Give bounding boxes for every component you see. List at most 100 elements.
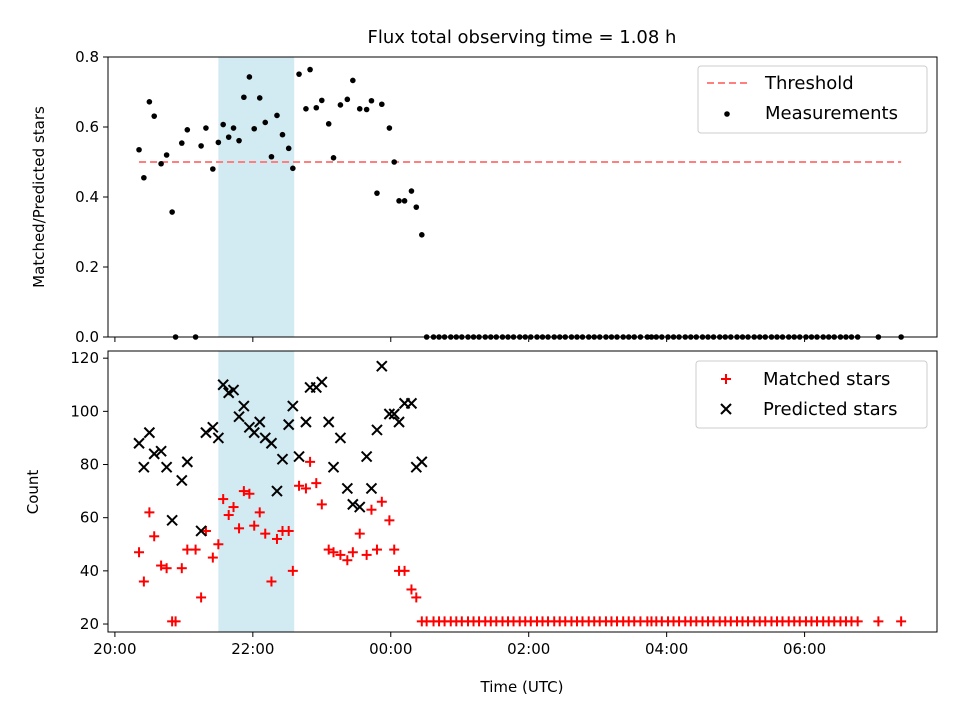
measurement-point bbox=[141, 174, 147, 181]
matched-star-point bbox=[384, 515, 395, 526]
predicted-star-point bbox=[160, 461, 173, 473]
matched-star-point bbox=[311, 478, 322, 489]
measurement-point bbox=[163, 152, 170, 158]
bottom-x-tick-label: 04:00 bbox=[645, 640, 688, 658]
matched-star-point bbox=[144, 507, 155, 518]
predicted-star-point bbox=[143, 426, 156, 439]
predicted-star-point bbox=[176, 474, 188, 487]
matched-star-point bbox=[283, 525, 294, 536]
bottom-shaded-span bbox=[218, 351, 295, 632]
measurement-point bbox=[151, 113, 158, 119]
measurement-point bbox=[313, 104, 320, 111]
predicted-star-point bbox=[360, 450, 373, 463]
matched-star-point bbox=[852, 616, 863, 627]
bottom-x-tick-label: 02:00 bbox=[507, 640, 550, 658]
matched-star-point bbox=[896, 616, 907, 627]
measurement-point bbox=[337, 102, 344, 108]
matched-star-point bbox=[873, 616, 884, 627]
measurement-point bbox=[401, 198, 408, 204]
matched-star-point bbox=[389, 544, 400, 555]
matched-star-point bbox=[411, 592, 422, 603]
measurement-point bbox=[198, 143, 204, 149]
bottom-x-tick-label: 06:00 bbox=[783, 640, 826, 658]
predicted-star-point bbox=[347, 498, 359, 511]
predicted-star-point bbox=[138, 461, 150, 473]
measurement-point bbox=[325, 121, 332, 127]
bottom-y-tick-label: 120 bbox=[70, 349, 99, 367]
predicted-star-point bbox=[248, 426, 260, 439]
predicted-star-point bbox=[271, 485, 283, 497]
measurement-point bbox=[256, 95, 263, 101]
measurement-point bbox=[413, 204, 420, 210]
matched-star-point bbox=[213, 539, 224, 550]
predicted-star-point bbox=[300, 416, 312, 428]
matched-star-point bbox=[371, 544, 382, 555]
measurement-point bbox=[419, 232, 425, 238]
measurement-point bbox=[236, 137, 242, 144]
x-axis-label: Time (UTC) bbox=[480, 678, 564, 696]
predicted-star-point bbox=[254, 416, 266, 428]
bottom-y-tick-label: 100 bbox=[70, 402, 99, 420]
predicted-star-point bbox=[155, 445, 167, 457]
predicted-star-point bbox=[238, 400, 250, 412]
predicted-star-point bbox=[287, 400, 299, 412]
bottom-y-tick-label: 40 bbox=[80, 562, 99, 580]
predicted-star-point bbox=[334, 432, 347, 444]
bottom-y-tick-label: 20 bbox=[80, 615, 99, 633]
bottom-x-tick-label: 00:00 bbox=[369, 640, 412, 658]
matched-star-point bbox=[366, 504, 377, 515]
matched-star-point bbox=[218, 494, 229, 505]
measurement-point bbox=[344, 96, 351, 103]
measurement-point bbox=[296, 71, 302, 77]
measurement-point bbox=[203, 125, 209, 131]
measurement-point bbox=[379, 101, 385, 108]
matched-star-point bbox=[266, 576, 277, 587]
top-axes-frame bbox=[107, 56, 938, 338]
matched-star-point bbox=[376, 496, 387, 507]
top-y-tick-label: 0.0 bbox=[75, 328, 99, 346]
measurement-point bbox=[303, 106, 309, 112]
measurement-point bbox=[279, 131, 286, 138]
measurement-point bbox=[307, 66, 313, 73]
matched-star-point bbox=[228, 502, 239, 513]
measurement-point bbox=[246, 74, 253, 80]
measurement-point bbox=[215, 139, 222, 146]
measurement-point bbox=[225, 134, 232, 140]
measurement-point bbox=[169, 209, 175, 215]
predicted-star-point bbox=[416, 456, 428, 468]
measurement-point bbox=[290, 165, 296, 172]
matched-star-point bbox=[287, 565, 298, 576]
predicted-star-point bbox=[265, 437, 278, 449]
measurement-point bbox=[363, 106, 370, 113]
matched-star-point bbox=[335, 549, 346, 560]
matched-star-point bbox=[354, 528, 365, 539]
bottom-legend: Matched stars Predicted stars bbox=[695, 360, 928, 429]
predicted-star-point bbox=[276, 453, 289, 465]
measurement-point bbox=[374, 190, 380, 196]
matched-star-point bbox=[170, 616, 181, 627]
matched-star-point bbox=[254, 507, 265, 518]
measurement-point bbox=[136, 146, 142, 153]
measurement-point bbox=[386, 125, 393, 131]
legend-measurements-swatch bbox=[724, 111, 730, 117]
predicted-star-point bbox=[195, 525, 207, 537]
matched-star-point bbox=[300, 483, 311, 494]
measurement-point bbox=[408, 188, 415, 194]
bottom-x-tick-label: 20:00 bbox=[93, 640, 136, 658]
predicted-star-point bbox=[227, 384, 240, 396]
predicted-star-point bbox=[371, 424, 383, 436]
bottom-y-tick-label: 60 bbox=[80, 509, 99, 527]
measurement-point bbox=[350, 77, 356, 84]
chart-title: Flux total observing time = 1.08 h bbox=[368, 27, 677, 48]
bottom-y-tick-label: 80 bbox=[80, 456, 99, 474]
measurement-point bbox=[210, 166, 216, 172]
matched-star-point bbox=[156, 560, 167, 571]
matched-star-point bbox=[134, 547, 145, 558]
matched-star-point bbox=[328, 547, 339, 558]
top-y-tick-label: 0.8 bbox=[75, 48, 99, 66]
matched-star-point bbox=[190, 544, 201, 555]
matched-star-point bbox=[342, 555, 353, 566]
matched-star-point bbox=[361, 549, 372, 560]
bottom-y-axis-label: Count bbox=[24, 470, 42, 515]
predicted-star-point bbox=[148, 448, 160, 460]
